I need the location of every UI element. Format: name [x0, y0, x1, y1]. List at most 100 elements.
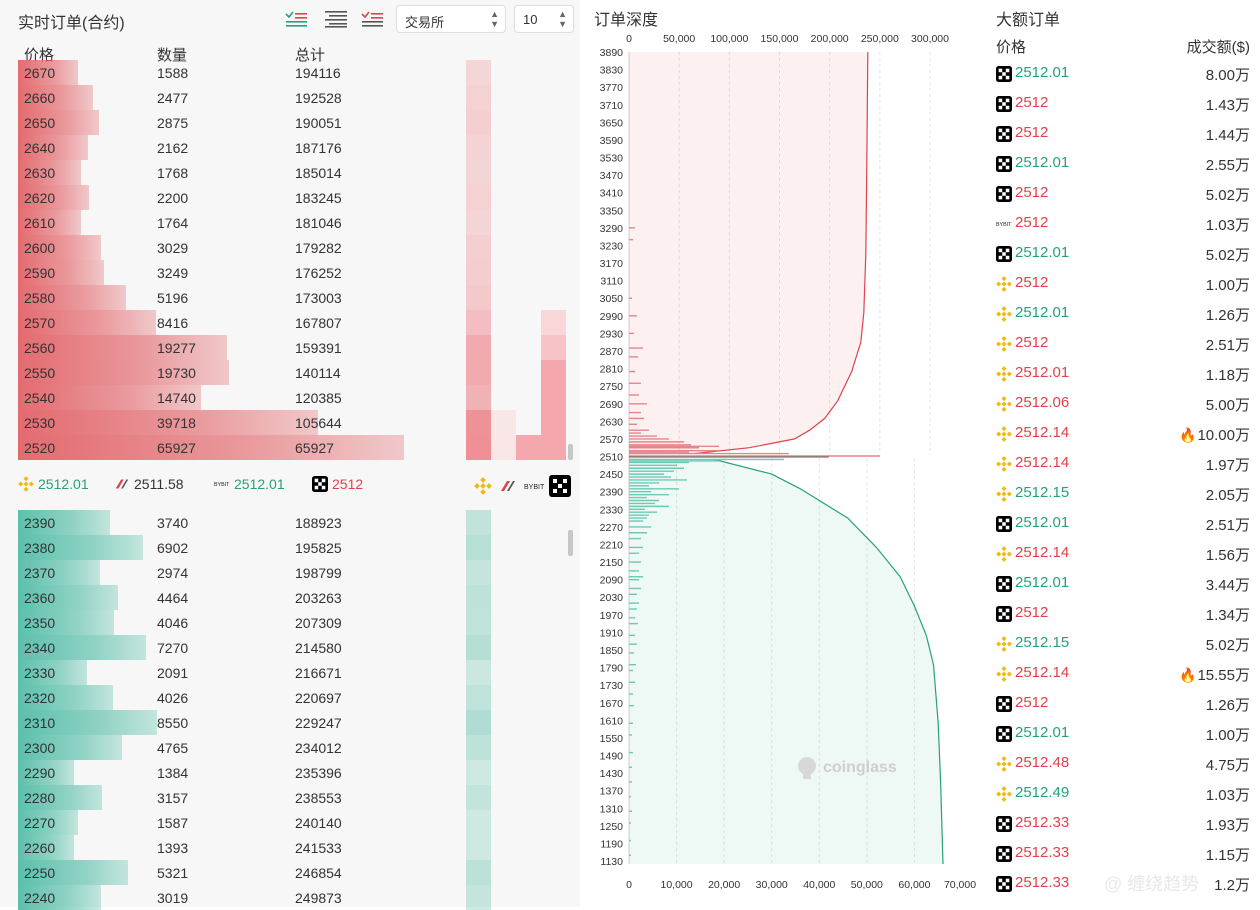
orderbook-row[interactable]: 2540 14740 120385	[18, 385, 404, 410]
orderbook-row[interactable]: 2390 3740 188923	[18, 510, 404, 535]
big-order-row[interactable]: 2512.01 1.26万	[996, 298, 1250, 328]
orderbook-row[interactable]: 2330 2091 216671	[18, 660, 404, 685]
big-order-row[interactable]: 2512.01 3.44万	[996, 568, 1250, 598]
big-order-row[interactable]: BYBIT 2512 1.03万	[996, 208, 1250, 238]
asks-only-icon[interactable]	[360, 10, 384, 28]
side-bar	[466, 735, 491, 760]
big-order-row[interactable]: 2512.01 5.02万	[996, 238, 1250, 268]
okx-hl-icon[interactable]	[499, 477, 517, 495]
row-total: 238553	[295, 790, 342, 806]
orderbook-row[interactable]: 2640 2162 187176	[18, 135, 404, 160]
orderbook-row[interactable]: 2340 7270 214580	[18, 635, 404, 660]
orderbook-row[interactable]: 2240 3019 249873	[18, 885, 404, 910]
orderbook-row[interactable]: 2600 3029 179282	[18, 235, 404, 260]
orderbook-row[interactable]: 2280 3157 238553	[18, 785, 404, 810]
exchange-select[interactable]: 交易所 ▲ ▼	[396, 5, 506, 33]
orderbook-row[interactable]: 2580 5196 173003	[18, 285, 404, 310]
orderbook-row[interactable]: 2660 2477 192528	[18, 85, 404, 110]
big-order-row[interactable]: 2512.14 🔥10.00万	[996, 418, 1250, 448]
orderbook-row[interactable]: 2520 65927 65927	[18, 435, 404, 460]
okx-icon[interactable]	[549, 475, 571, 497]
big-order-row[interactable]: 2512.49 1.03万	[996, 778, 1250, 808]
orderbook-row[interactable]: 2650 2875 190051	[18, 110, 404, 135]
side-bar	[466, 810, 491, 835]
orderbook-row[interactable]: 2530 39718 105644	[18, 410, 404, 435]
big-order-amount: 2.51万	[1206, 334, 1250, 355]
big-order-row[interactable]: 2512.33 1.15万	[996, 838, 1250, 868]
orderbook-row[interactable]: 2270 1587 240140	[18, 810, 404, 835]
big-order-row[interactable]: 2512.01 8.00万	[996, 58, 1250, 88]
side-bar	[466, 710, 491, 735]
row-qty: 4765	[157, 740, 189, 756]
orderbook-row[interactable]: 2290 1384 235396	[18, 760, 404, 785]
depth-level-select[interactable]: 10 ▲ ▼	[514, 5, 574, 33]
big-order-row[interactable]: 2512.14 1.56万	[996, 538, 1250, 568]
orderbook-row[interactable]: 2560 19277 159391	[18, 335, 404, 360]
big-order-row[interactable]: 2512.48 4.75万	[996, 748, 1250, 778]
big-order-row[interactable]: 2512.06 5.00万	[996, 388, 1250, 418]
big-order-amount-value: 8.00万	[1205, 67, 1250, 84]
orderbook-row[interactable]: 2320 4026 220697	[18, 685, 404, 710]
big-order-row[interactable]: 2512.01 1.18万	[996, 358, 1250, 388]
okx-icon	[996, 816, 1012, 832]
price-tick-label: 2930	[600, 328, 624, 340]
side-bar	[466, 835, 491, 860]
row-qty: 2162	[157, 140, 189, 156]
orderbook-row[interactable]: 2360 4464 203263	[18, 585, 404, 610]
big-order-row[interactable]: 2512.14 1.97万	[996, 448, 1250, 478]
big-order-amount: 1.34万	[1206, 604, 1250, 625]
big-order-row[interactable]: 2512 1.26万	[996, 688, 1250, 718]
okx-icon	[996, 156, 1012, 172]
orderbook-row[interactable]: 2350 4046 207309	[18, 610, 404, 635]
big-order-row[interactable]: 2512.33 1.93万	[996, 808, 1250, 838]
bids-scrollbar[interactable]	[568, 530, 573, 556]
select-arrows-icon: ▲ ▼	[558, 9, 567, 29]
orderbook-row[interactable]: 2260 1393 241533	[18, 835, 404, 860]
big-order-row[interactable]: 2512 1.44万	[996, 118, 1250, 148]
big-order-price: 2512.48	[1015, 754, 1070, 771]
big-order-row[interactable]: 2512.01 2.55万	[996, 148, 1250, 178]
row-price: 2310	[24, 715, 56, 731]
qty-bar	[18, 135, 88, 160]
orderbook-row[interactable]: 2670 1588 194116	[18, 60, 404, 85]
big-order-row[interactable]: 2512.01 1.00万	[996, 718, 1250, 748]
qty-bar	[18, 685, 114, 710]
okx-icon	[312, 476, 328, 492]
orderbook-row[interactable]: 2310 8550 229247	[18, 710, 404, 735]
big-order-row[interactable]: 2512 1.43万	[996, 88, 1250, 118]
row-price: 2640	[24, 140, 56, 156]
orderbook-row[interactable]: 2620 2200 183245	[18, 185, 404, 210]
big-order-amount: 8.00万	[1206, 64, 1250, 85]
bybit-icon[interactable]: BYBIT	[524, 481, 544, 491]
row-total: 185014	[295, 165, 342, 181]
orderbook-row[interactable]: 2630 1768 185014	[18, 160, 404, 185]
big-order-row[interactable]: 2512 5.02万	[996, 178, 1250, 208]
orderbook-row[interactable]: 2380 6902 195825	[18, 535, 404, 560]
both-sides-icon[interactable]	[284, 10, 308, 28]
big-order-row[interactable]: 2512.14 🔥15.55万	[996, 658, 1250, 688]
orderbook-row[interactable]: 2250 5321 246854	[18, 860, 404, 885]
big-order-row[interactable]: 2512 2.51万	[996, 328, 1250, 358]
orderbook-row[interactable]: 2570 8416 167807	[18, 310, 404, 335]
orderbook-row[interactable]: 2370 2974 198799	[18, 560, 404, 585]
big-order-row[interactable]: 2512.15 5.02万	[996, 628, 1250, 658]
binance-icon[interactable]	[474, 477, 492, 495]
side-bar	[466, 535, 491, 560]
big-order-row[interactable]: 2512 1.34万	[996, 598, 1250, 628]
bids-only-icon[interactable]	[324, 10, 348, 28]
orderbook-row[interactable]: 2610 1764 181046	[18, 210, 404, 235]
row-qty: 3740	[157, 515, 189, 531]
price-tick-label: 1730	[600, 680, 624, 692]
orderbook-row[interactable]: 2590 3249 176252	[18, 260, 404, 285]
orderbook-row[interactable]: 2300 4765 234012	[18, 735, 404, 760]
row-qty: 2091	[157, 665, 189, 681]
big-order-row[interactable]: 2512.01 2.51万	[996, 508, 1250, 538]
big-order-amount-value: 5.00万	[1205, 397, 1250, 414]
orderbook-row[interactable]: 2550 19730 140114	[18, 360, 404, 385]
qty-bar	[18, 285, 127, 310]
big-order-row[interactable]: 2512 1.00万	[996, 268, 1250, 298]
asks-scrollbar[interactable]	[568, 444, 573, 460]
big-order-amount-value: 1.43万	[1205, 97, 1250, 114]
big-order-row[interactable]: 2512.15 2.05万	[996, 478, 1250, 508]
big-order-row[interactable]: 2512.33 1.2万	[996, 868, 1250, 898]
